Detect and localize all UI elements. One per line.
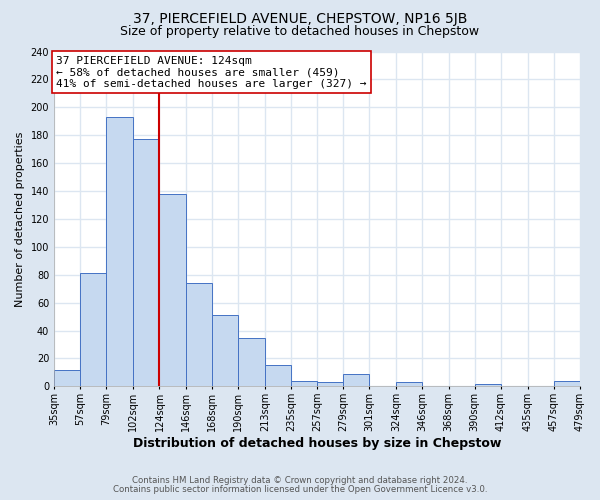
Bar <box>160 194 185 386</box>
Bar <box>54 370 80 386</box>
Text: 37, PIERCEFIELD AVENUE, CHEPSTOW, NP16 5JB: 37, PIERCEFIELD AVENUE, CHEPSTOW, NP16 5… <box>133 12 467 26</box>
Bar <box>133 140 160 386</box>
Text: 37 PIERCEFIELD AVENUE: 124sqm
← 58% of detached houses are smaller (459)
41% of : 37 PIERCEFIELD AVENUE: 124sqm ← 58% of d… <box>56 56 367 89</box>
Bar <box>291 381 317 386</box>
Y-axis label: Number of detached properties: Number of detached properties <box>15 132 25 306</box>
Bar <box>475 384 500 386</box>
X-axis label: Distribution of detached houses by size in Chepstow: Distribution of detached houses by size … <box>133 437 501 450</box>
Bar <box>343 374 369 386</box>
Bar <box>265 366 291 386</box>
Text: Size of property relative to detached houses in Chepstow: Size of property relative to detached ho… <box>121 25 479 38</box>
Bar <box>317 382 343 386</box>
Text: Contains HM Land Registry data © Crown copyright and database right 2024.: Contains HM Land Registry data © Crown c… <box>132 476 468 485</box>
Bar <box>185 283 212 387</box>
Bar <box>397 382 422 386</box>
Bar <box>106 117 133 386</box>
Bar <box>212 315 238 386</box>
Bar <box>80 274 106 386</box>
Bar <box>238 338 265 386</box>
Text: Contains public sector information licensed under the Open Government Licence v3: Contains public sector information licen… <box>113 485 487 494</box>
Bar <box>554 381 580 386</box>
